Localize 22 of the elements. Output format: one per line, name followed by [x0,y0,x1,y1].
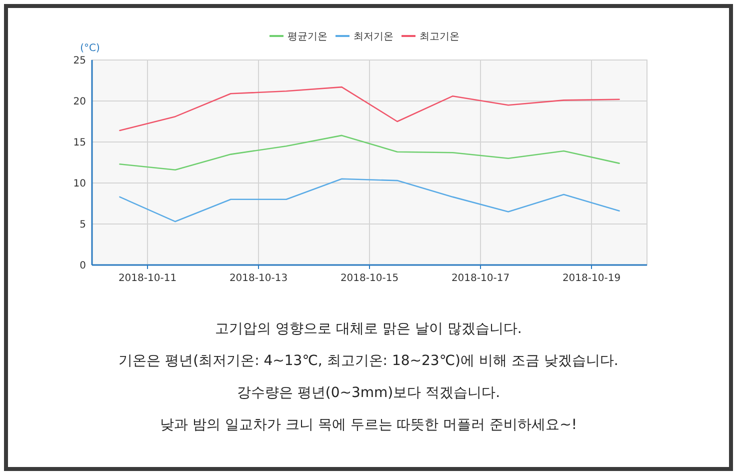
line-series [119,134,620,171]
legend-label: 최고기온 [420,32,460,42]
x-tick-label: 2018-10-15 [340,273,399,284]
y-tick-label: 10 [73,178,86,190]
x-tick-label: 2018-10-17 [451,273,510,284]
legend-label: 평균기온 [288,32,328,42]
text: 기온은 평년(최저기온: 4~13℃, 최고기온: 18~23℃)에 비해 조금 낮겠습니다. [118,353,618,369]
text: 강수량은 평년(0~3mm)보다 적겠습니다. [236,385,500,401]
line-series [119,86,620,132]
y-tick-label: 0 [80,260,86,272]
line-series [119,178,620,222]
y-tick-label: 5 [80,220,86,230]
legend-label: 최저기온 [354,32,394,42]
text: 낮과 밤의 일교차가 크니 목에 두르는 따뜻한 머플러 준비하세요~! [160,417,577,433]
y-tick-label: 20 [73,96,86,108]
y-tick-label: 25 [73,56,86,66]
y-axis-title: (°C) [80,43,100,54]
x-tick-label: 2018-10-13 [229,273,288,284]
y-tick-label: 15 [73,138,86,148]
text: 고기압의 영향으로 대체로 맑은 날이 많겠습니다. [215,321,522,337]
x-tick-label: 2018-10-19 [562,273,621,284]
x-tick-label: 2018-10-11 [118,273,177,284]
